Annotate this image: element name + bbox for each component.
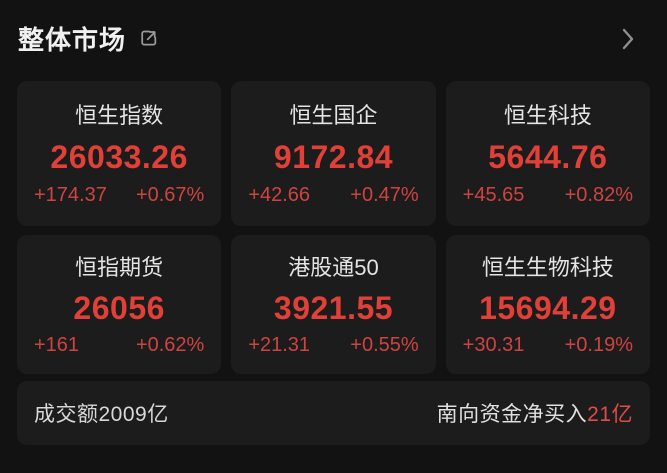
southbound-label: 南向资金净买入	[436, 403, 588, 426]
index-value: 9172.84	[273, 138, 394, 175]
index-change-pct: +0.67%	[135, 184, 205, 206]
index-change-row: +45.65 +0.82%	[463, 184, 633, 207]
index-change-pct: +0.62%	[135, 334, 205, 356]
index-name: 恒生科技	[503, 103, 592, 128]
index-value: 15694.29	[479, 289, 617, 326]
index-change-pct: +0.55%	[350, 334, 419, 356]
index-change: +174.37	[34, 184, 107, 206]
index-change: +45.65	[462, 184, 525, 206]
southbound-flow-text: 南向资金净买入21亿	[437, 398, 633, 428]
index-change: +30.31	[462, 334, 525, 356]
index-card-hstech[interactable]: 恒生科技 5644.76 +45.65 +0.82%	[445, 81, 650, 226]
index-card-grid: 恒生指数 26033.26 +174.37 +0.67% 恒生国企 9172.8…	[17, 81, 650, 374]
index-change: +161	[34, 334, 80, 356]
index-card-hs-biotech[interactable]: 恒生生物科技 15694.29 +30.31 +0.19%	[445, 235, 650, 374]
southbound-value: 21亿	[587, 403, 633, 426]
index-change-row: +21.31 +0.55%	[248, 334, 418, 357]
index-card-hsi[interactable]: 恒生指数 26033.26 +174.37 +0.67%	[17, 81, 222, 226]
index-card-stockconnect50[interactable]: 港股通50 3921.55 +21.31 +0.55%	[231, 235, 436, 374]
index-value: 3921.55	[273, 289, 394, 326]
index-name: 恒生国企	[289, 103, 378, 128]
index-change-row: +30.31 +0.19%	[463, 334, 633, 357]
index-change-pct: +0.82%	[564, 184, 633, 206]
index-value: 26056	[73, 289, 165, 326]
page-title: 整体市场	[18, 25, 127, 55]
index-change-pct: +0.19%	[564, 334, 633, 356]
index-change: +42.66	[248, 184, 311, 206]
index-name: 恒指期货	[75, 255, 164, 280]
index-name: 恒生指数	[75, 103, 164, 128]
index-change-pct: +0.47%	[350, 184, 419, 206]
market-summary-bar[interactable]: 成交额2009亿 南向资金净买入21亿	[17, 381, 650, 445]
index-card-hsi-futures[interactable]: 恒指期货 26056 +161 +0.62%	[17, 235, 222, 374]
index-value: 5644.76	[488, 138, 608, 175]
index-change-row: +42.66 +0.47%	[248, 184, 418, 207]
section-header: 整体市场	[0, 0, 667, 81]
index-name: 恒生生物科技	[481, 255, 614, 280]
index-card-hscei[interactable]: 恒生国企 9172.84 +42.66 +0.47%	[231, 81, 436, 226]
index-change: +21.31	[248, 334, 311, 356]
index-change-row: +161 +0.62%	[34, 334, 204, 357]
index-value: 26033.26	[50, 138, 188, 175]
index-name: 港股通50	[288, 255, 379, 280]
share-export-icon[interactable]	[138, 28, 159, 49]
turnover-text: 成交额2009亿	[34, 403, 169, 426]
index-change-row: +174.37 +0.67%	[34, 184, 204, 207]
chevron-right-icon[interactable]	[621, 27, 635, 51]
